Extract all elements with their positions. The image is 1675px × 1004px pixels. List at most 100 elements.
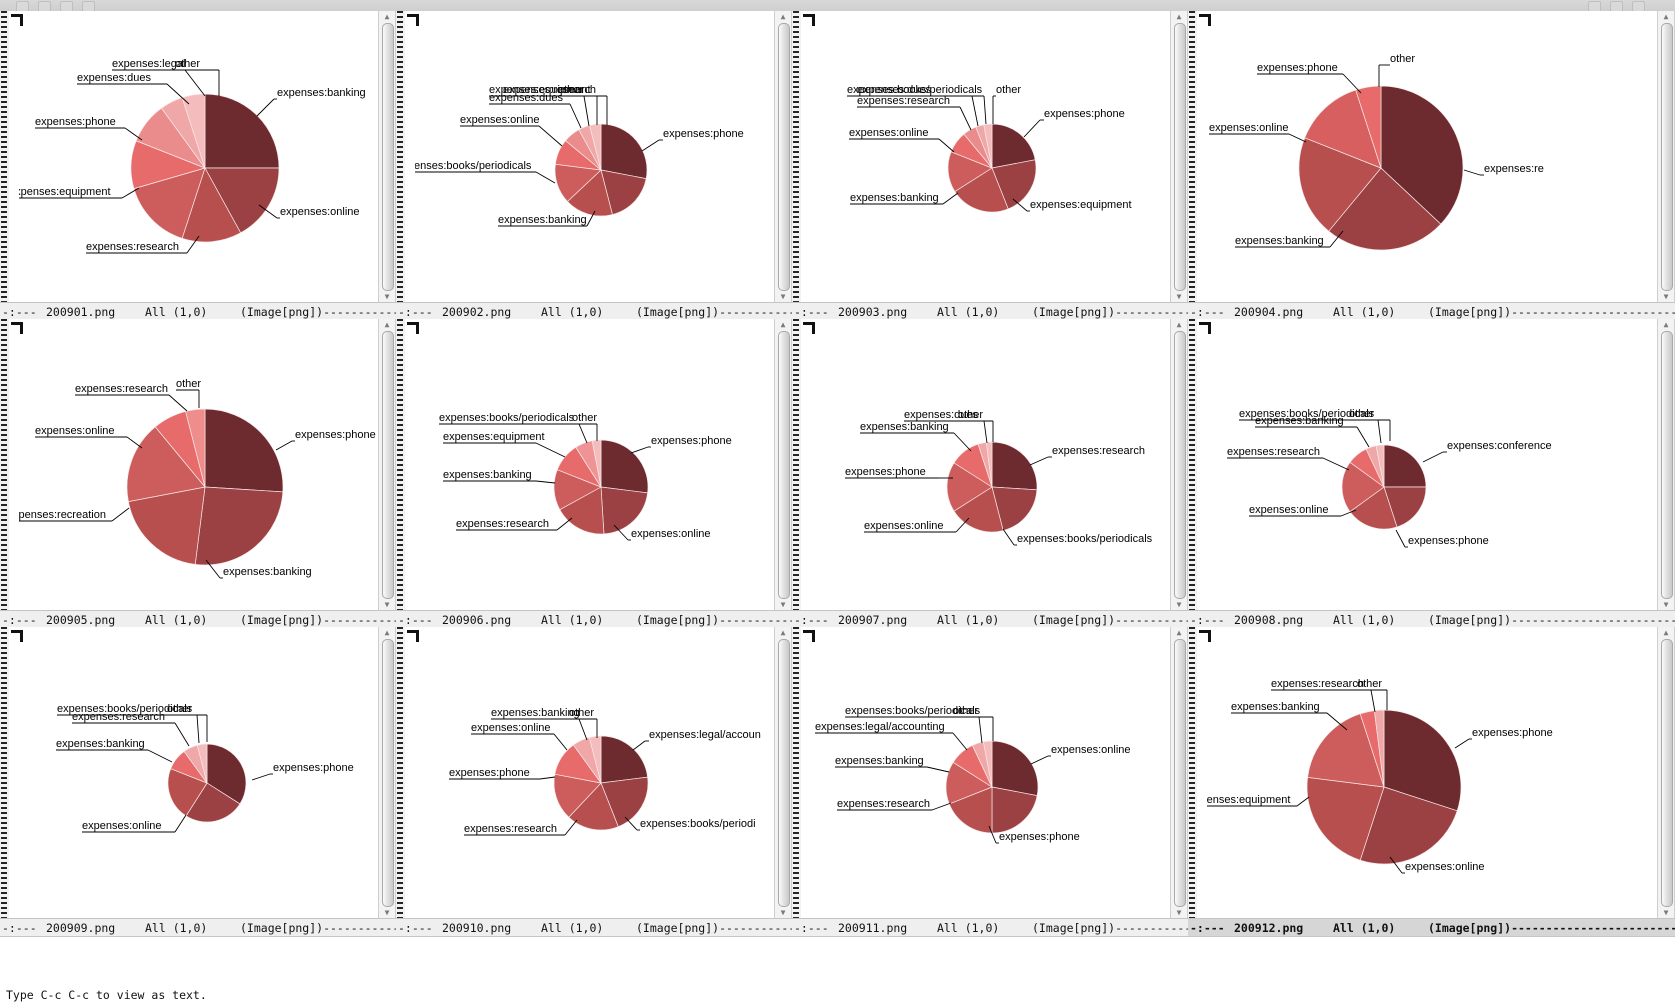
scrollbar-thumb[interactable] [778, 23, 790, 291]
mode-line-200909[interactable]: -:--- 200909.png All (1,0) (Image[png])----… [0, 918, 396, 937]
image-canvas[interactable]: expenses:equipment expenses:research other… [405, 11, 774, 302]
label-leader-line [196, 714, 200, 744]
scroll-down-arrow-icon[interactable]: ▼ [384, 599, 390, 609]
mode-line-200908[interactable]: -:--- 200908.png All (1,0) (Image[png])----… [1188, 610, 1675, 629]
scroll-up-arrow-icon[interactable]: ▲ [1176, 11, 1182, 21]
scroll-down-arrow-icon[interactable]: ▼ [780, 599, 786, 609]
scroll-up-arrow-icon[interactable]: ▲ [1663, 11, 1669, 21]
image-canvas[interactable]: expenses:research other expenses:online xpe… [9, 319, 378, 610]
vertical-scrollbar[interactable]: ▲ ▼ [1170, 627, 1188, 918]
scroll-up-arrow-icon[interactable]: ▲ [1663, 627, 1669, 637]
image-window-200905[interactable]: expenses:research other expenses:online xpe… [0, 319, 396, 610]
pie-slice [161, 97, 206, 169]
image-canvas[interactable]: expenses:books/periodicals other expenses:… [1197, 319, 1657, 610]
image-canvas[interactable]: expenses:banking other expenses:online expe… [405, 627, 774, 918]
image-window-200910[interactable]: expenses:banking other expenses:online expe… [396, 627, 792, 918]
print-icon[interactable] [82, 1, 95, 11]
scroll-down-arrow-icon[interactable]: ▼ [1663, 907, 1669, 917]
vertical-scrollbar[interactable]: ▲ ▼ [1170, 319, 1188, 610]
vertical-scrollbar[interactable]: ▲ ▼ [378, 11, 396, 302]
image-canvas[interactable]: expenses:dues other expenses:banking expens… [801, 319, 1170, 610]
new-file-icon[interactable] [16, 1, 29, 11]
scroll-up-arrow-icon[interactable]: ▲ [780, 11, 786, 21]
scrollbar-thumb[interactable] [778, 639, 790, 907]
scroll-up-arrow-icon[interactable]: ▲ [384, 11, 390, 21]
image-canvas[interactable]: expenses:books/periodicals other expenses:… [801, 627, 1170, 918]
mode-line-200912[interactable]: -:--- 200912.png All (1,0) (Image[png])----… [1188, 918, 1675, 937]
vertical-scrollbar[interactable]: ▲ ▼ [774, 11, 792, 302]
image-canvas[interactable]: expenses:books/periodicals other expenses:… [9, 627, 378, 918]
scrollbar-thumb[interactable] [1661, 639, 1673, 907]
vertical-scrollbar[interactable]: ▲ ▼ [378, 627, 396, 918]
scrollbar-thumb[interactable] [1174, 331, 1186, 599]
mode-line-major-mode: (Image[png])------------ [636, 305, 792, 319]
scroll-down-arrow-icon[interactable]: ▼ [384, 907, 390, 917]
image-window-200911[interactable]: expenses:books/periodicals other expenses:… [792, 627, 1188, 918]
scrollbar-thumb[interactable] [382, 23, 394, 291]
scroll-down-arrow-icon[interactable]: ▼ [1176, 291, 1182, 301]
image-window-200907[interactable]: expenses:dues other expenses:banking expens… [792, 319, 1188, 610]
open-file-icon[interactable] [38, 1, 51, 11]
mode-line-200907[interactable]: -:--- 200907.png All (1,0) (Image[png])----… [792, 610, 1188, 629]
vertical-scrollbar[interactable]: ▲ ▼ [774, 627, 792, 918]
scroll-down-arrow-icon[interactable]: ▼ [780, 907, 786, 917]
image-corner-marker [407, 14, 419, 26]
image-window-200904[interactable]: expenses:phone other expenses:online expens… [1188, 11, 1675, 302]
scroll-up-arrow-icon[interactable]: ▲ [384, 627, 390, 637]
scroll-down-arrow-icon[interactable]: ▼ [780, 291, 786, 301]
vertical-scrollbar[interactable]: ▲ ▼ [378, 319, 396, 610]
scroll-up-arrow-icon[interactable]: ▲ [780, 627, 786, 637]
mode-line-200904[interactable]: -:--- 200904.png All (1,0) (Image[png])----… [1188, 302, 1675, 321]
scrollbar-thumb[interactable] [1174, 23, 1186, 291]
image-canvas[interactable]: expenses:legal other expenses:dues expenses… [9, 11, 378, 302]
image-window-200903[interactable]: expenses:books/periodicals expenses:dues o… [792, 11, 1188, 302]
scroll-up-arrow-icon[interactable]: ▲ [1663, 319, 1669, 329]
vertical-scrollbar[interactable]: ▲ ▼ [1657, 319, 1675, 610]
vertical-scrollbar[interactable]: ▲ ▼ [1657, 627, 1675, 918]
pie-slice [948, 786, 993, 834]
pie-slice-label: other [1390, 53, 1415, 65]
image-canvas[interactable]: expenses:books/periodicals expenses:dues o… [801, 11, 1170, 302]
window-icon[interactable] [1588, 1, 1601, 11]
scrollbar-thumb[interactable] [1174, 639, 1186, 907]
image-window-200901[interactable]: expenses:legal other expenses:dues expenses… [0, 11, 396, 302]
scrollbar-thumb[interactable] [778, 331, 790, 599]
mode-line-200910[interactable]: -:--- 200910.png All (1,0) (Image[png])----… [396, 918, 792, 937]
scrollbar-thumb[interactable] [1661, 331, 1673, 599]
image-window-200906[interactable]: expenses:books/periodicals other expenses:… [396, 319, 792, 610]
vertical-scrollbar[interactable]: ▲ ▼ [774, 319, 792, 610]
scroll-up-arrow-icon[interactable]: ▲ [1176, 319, 1182, 329]
scroll-up-arrow-icon[interactable]: ▲ [1176, 627, 1182, 637]
mode-line-200902[interactable]: -:--- 200902.png All (1,0) (Image[png])----… [396, 302, 792, 321]
scroll-down-arrow-icon[interactable]: ▼ [384, 291, 390, 301]
image-canvas[interactable]: expenses:books/periodicals other expenses:… [405, 319, 774, 610]
mode-line-200901[interactable]: -:--- 200901.png All (1,0) (Image[png])----… [0, 302, 396, 321]
vertical-scrollbar[interactable]: ▲ ▼ [1170, 11, 1188, 302]
scrollbar-thumb[interactable] [382, 639, 394, 907]
mode-line-200903[interactable]: -:--- 200903.png All (1,0) (Image[png])----… [792, 302, 1188, 321]
scroll-down-arrow-icon[interactable]: ▼ [1176, 907, 1182, 917]
fringe-continuation-marks [397, 319, 403, 610]
scroll-down-arrow-icon[interactable]: ▼ [1176, 599, 1182, 609]
scroll-down-arrow-icon[interactable]: ▼ [1663, 599, 1669, 609]
vertical-scrollbar[interactable]: ▲ ▼ [1657, 11, 1675, 302]
pie-slice-label: expenses:phone [295, 429, 376, 441]
image-window-200902[interactable]: expenses:equipment expenses:research other… [396, 11, 792, 302]
scrollbar-thumb[interactable] [382, 331, 394, 599]
scroll-up-arrow-icon[interactable]: ▲ [384, 319, 390, 329]
image-window-200908[interactable]: expenses:books/periodicals other expenses:… [1188, 319, 1675, 610]
save-icon[interactable] [60, 1, 73, 11]
mode-line-200905[interactable]: -:--- 200905.png All (1,0) (Image[png])----… [0, 610, 396, 629]
minimize-icon[interactable] [1610, 1, 1623, 11]
scroll-up-arrow-icon[interactable]: ▲ [780, 319, 786, 329]
image-window-200909[interactable]: expenses:books/periodicals other expenses:… [0, 627, 396, 918]
image-canvas[interactable]: expenses:phone other expenses:online expens… [1197, 11, 1657, 302]
left-fringe [792, 627, 801, 918]
close-icon[interactable] [1632, 1, 1645, 11]
label-leader-line [624, 816, 638, 831]
scrollbar-thumb[interactable] [1661, 23, 1673, 291]
scroll-down-arrow-icon[interactable]: ▼ [1663, 291, 1669, 301]
mode-line-200911[interactable]: -:--- 200911.png All (1,0) (Image[png])----… [792, 918, 1188, 937]
